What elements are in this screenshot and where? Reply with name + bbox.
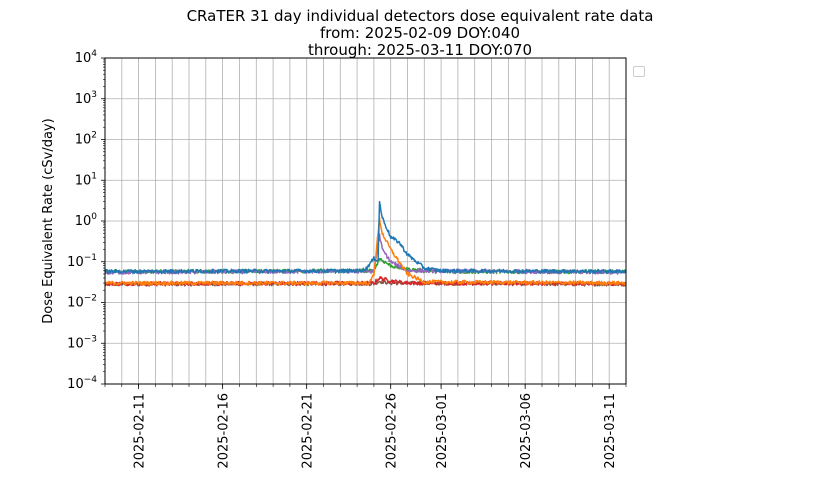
- grid-lines: [104, 57, 627, 385]
- axis-ticks: 2025-02-11 2025-02-16 2025-02-21 2025-02-26…: [67, 49, 627, 469]
- x-tick-label: 2025-02-11: [133, 393, 148, 469]
- y-tick-label: 100: [75, 212, 98, 229]
- chart-title-line-1: CRaTER 31 day individual detectors dose …: [186, 7, 654, 25]
- x-tick-label: 2025-03-01: [435, 393, 450, 469]
- y-tick-label: 103: [75, 90, 97, 107]
- chart-title-line-3: through: 2025-03-11 DOY:070: [307, 41, 533, 59]
- series-line-2: [104, 217, 627, 286]
- y-axis-label: Dose Equivalent Rate (cSv/day): [41, 118, 56, 323]
- series-lines: [104, 200, 627, 287]
- x-tick-label: 2025-02-16: [217, 393, 232, 469]
- y-tick-label: 104: [75, 49, 98, 66]
- x-tick-label: 2025-03-11: [603, 393, 618, 469]
- x-tick-label: 2025-02-26: [385, 393, 400, 469]
- y-tick-label: 10−2: [67, 294, 97, 311]
- y-tick-label: 10−1: [67, 253, 97, 270]
- y-tick-label: 102: [75, 131, 97, 148]
- chart-title-line-2: from: 2025-02-09 DOY:040: [319, 24, 521, 42]
- y-tick-label: 10−3: [67, 334, 97, 351]
- y-tick-label: 101: [75, 171, 97, 188]
- legend-box: [633, 66, 645, 77]
- series-line-1: [104, 200, 627, 274]
- x-tick-label: 2025-02-21: [301, 393, 316, 469]
- x-tick-label: 2025-03-06: [519, 393, 534, 469]
- y-tick-label: 10−4: [67, 375, 97, 392]
